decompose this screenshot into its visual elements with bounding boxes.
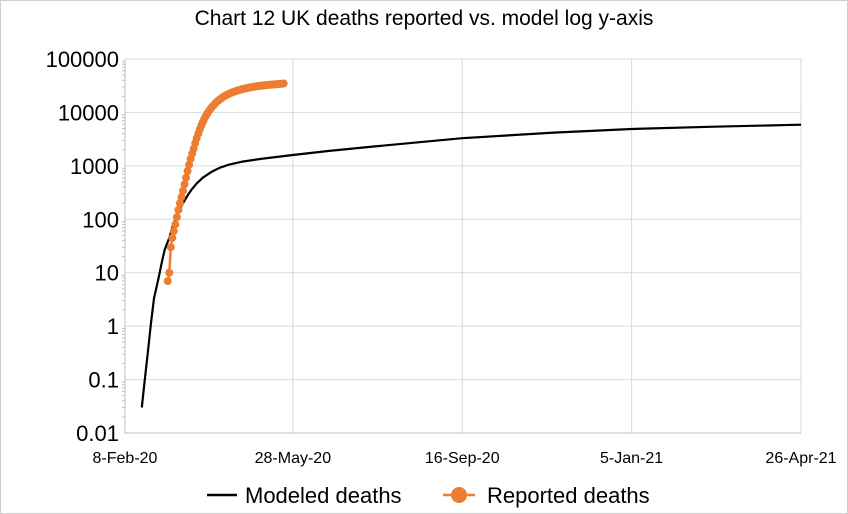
data-point xyxy=(174,205,183,214)
data-point xyxy=(163,276,172,285)
x-tick-label: 5-Jan-21 xyxy=(600,450,663,467)
data-point xyxy=(172,213,181,222)
chart-title: Chart 12 UK deaths reported vs. model lo… xyxy=(194,7,654,30)
x-tick-label: 28-May-20 xyxy=(255,450,332,467)
y-tick-label: 0.1 xyxy=(88,368,119,393)
data-point xyxy=(171,220,180,229)
series-layer xyxy=(140,79,802,408)
y-tick-label: 100000 xyxy=(46,47,119,72)
legend-marker-reported xyxy=(451,487,467,503)
y-tick-labels: 0.01 0.1 1 10 100 1000 10000 100000 xyxy=(46,47,119,446)
y-tick-label: 10 xyxy=(95,261,119,286)
legend: Modeled deaths Reported deaths xyxy=(207,483,650,508)
x-tick-label: 16-Sep-20 xyxy=(425,450,500,467)
data-point xyxy=(169,227,178,236)
grid xyxy=(122,58,802,434)
data-point xyxy=(182,173,191,182)
y-tick-label: 0.01 xyxy=(76,421,119,446)
x-tick-labels: 8-Feb-20 28-May-20 16-Sep-20 5-Jan-21 26-Apr… xyxy=(93,450,837,467)
data-point xyxy=(165,268,174,277)
data-point xyxy=(168,233,177,242)
data-point xyxy=(178,186,187,195)
data-point xyxy=(180,180,189,189)
y-tick-label: 1 xyxy=(107,314,119,339)
x-tick-label: 8-Feb-20 xyxy=(93,450,158,467)
data-point xyxy=(279,79,288,88)
data-point xyxy=(177,193,186,202)
series-line xyxy=(140,123,802,408)
y-tick-label: 10000 xyxy=(58,100,119,125)
data-point xyxy=(183,167,192,176)
legend-label-reported: Reported deaths xyxy=(487,483,650,508)
data-point xyxy=(166,243,175,252)
x-tick-label: 26-Apr-21 xyxy=(765,450,836,467)
legend-label-modeled: Modeled deaths xyxy=(245,483,402,508)
y-tick-label: 100 xyxy=(82,207,119,232)
data-point xyxy=(175,199,184,208)
series-reported-deaths xyxy=(163,79,288,285)
y-tick-label: 1000 xyxy=(70,154,119,179)
series-modeled-deaths xyxy=(140,123,802,408)
